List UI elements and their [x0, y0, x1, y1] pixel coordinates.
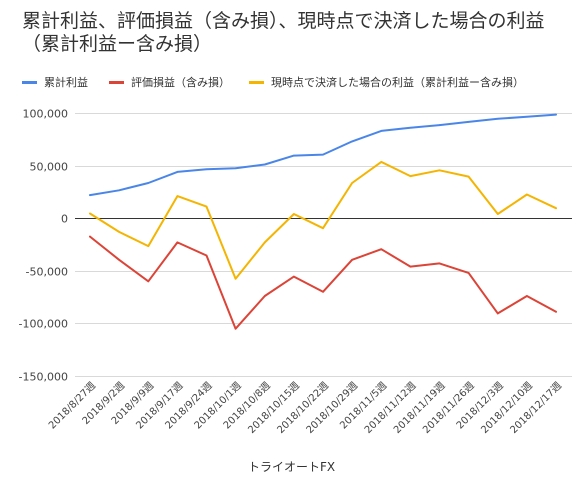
data-point [438, 124, 441, 126]
data-point [118, 189, 120, 192]
data-point [264, 295, 266, 297]
x-tick-label: 2018/10/22週 [275, 380, 331, 436]
data-point [555, 113, 557, 116]
data-point [497, 213, 499, 215]
data-point [322, 153, 324, 156]
data-point [205, 168, 208, 171]
x-tick-label: 2018/11/19週 [391, 380, 447, 436]
data-point [438, 262, 441, 265]
x-tick-label: 2018/10/15週 [246, 380, 302, 436]
legend-item-settlement-profit: 現時点で決済した場合の利益（累計利益ー含み損） [249, 74, 524, 90]
data-point [351, 182, 353, 184]
legend-swatch-cumulative-profit [22, 80, 37, 84]
series-lines [89, 113, 557, 330]
data-point [89, 194, 91, 196]
data-point [467, 272, 470, 274]
legend-swatch-settlement-profit [249, 80, 264, 84]
x-tick-label: 2018/10/29週 [304, 380, 360, 436]
data-point [409, 126, 412, 129]
data-point [176, 241, 179, 244]
data-point [147, 245, 150, 247]
data-point [467, 121, 470, 123]
data-point [293, 154, 295, 157]
y-tick-label: -150,000 [19, 371, 68, 384]
data-point [264, 163, 266, 166]
y-axis: 100,000 50,000 0 -50,000 -100,000 -150,000 [19, 108, 68, 384]
data-point [293, 213, 295, 215]
y-tick-label: -100,000 [19, 318, 68, 331]
data-point [526, 295, 528, 297]
series-line-1 [89, 235, 557, 330]
data-point [322, 291, 324, 293]
data-point [380, 248, 383, 250]
data-point [351, 259, 353, 261]
x-tick-label: 2018/11/26週 [420, 380, 476, 436]
x-tick-label: 2018/11/12週 [362, 380, 418, 436]
data-point [147, 182, 150, 184]
data-point [234, 167, 237, 169]
data-point [176, 195, 179, 197]
data-point [380, 161, 383, 163]
data-point [409, 265, 412, 268]
legend-label-unrealized-loss: 評価損益（含み損） [131, 76, 230, 89]
x-axis-title: トライオートFX [247, 460, 336, 474]
data-point [526, 193, 528, 196]
legend-swatch-unrealized-loss [109, 80, 124, 84]
data-point [497, 118, 499, 120]
legend-label-settlement-profit: 現時点で決済した場合の利益（累計利益ー含み損） [271, 76, 524, 89]
data-point [555, 207, 557, 209]
data-point [89, 212, 91, 215]
chart-title: 累計利益、評価損益（含み損）、現時点で決済した場合の利益（累計利益ー含み損） [22, 10, 545, 55]
x-tick-label: 2018/12/10週 [479, 380, 535, 436]
gridlines [75, 113, 572, 377]
data-point [380, 130, 383, 132]
data-point [205, 254, 208, 257]
x-axis: 2018/8/27週2018/9/2週2018/9/9週2018/9/17週20… [46, 380, 564, 436]
data-point [409, 175, 412, 177]
data-point [89, 235, 91, 238]
data-point [118, 231, 120, 233]
y-tick-label: 0 [61, 213, 68, 226]
data-point [351, 140, 353, 143]
x-tick-label: 2018/12/17週 [508, 380, 564, 436]
legend-item-unrealized-loss: 評価損益（含み損） [109, 74, 230, 90]
y-tick-label: 100,000 [23, 108, 69, 121]
data-point [467, 175, 470, 178]
data-point [322, 227, 324, 229]
data-point [176, 171, 179, 173]
legend-item-cumulative-profit: 累計利益 [22, 74, 88, 90]
data-point [205, 205, 208, 208]
data-point [526, 115, 528, 118]
y-tick-label: -50,000 [26, 266, 68, 279]
data-point [264, 241, 266, 244]
data-point [118, 259, 120, 261]
data-point [438, 169, 441, 172]
data-point [234, 277, 237, 280]
data-point [555, 311, 557, 313]
y-tick-label: 50,000 [30, 161, 69, 174]
legend-label-cumulative-profit: 累計利益 [44, 76, 88, 89]
data-point [293, 275, 295, 278]
data-point [234, 327, 237, 330]
data-point [497, 312, 499, 315]
data-point [147, 280, 150, 283]
